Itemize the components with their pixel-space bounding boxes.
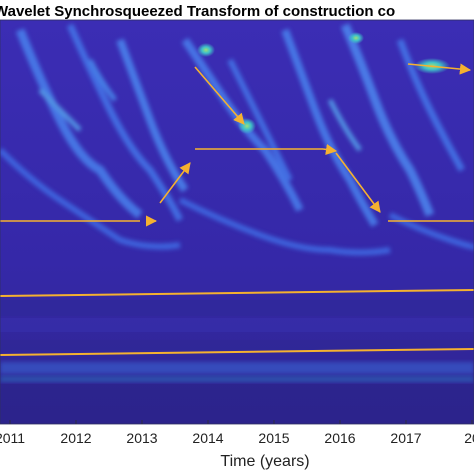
- trend-line-upper: [0, 289, 474, 297]
- fall-arrow: [335, 152, 381, 213]
- x-axis: 2011 2012 2013 2014 2015 2016 2017 20: [0, 420, 474, 446]
- chart-title: Wavelet Synchrosqueezed Transform of con…: [0, 3, 395, 20]
- x-tick-label: 2011: [0, 430, 25, 446]
- plot-background: [0, 20, 474, 424]
- plot-area: [0, 19, 474, 425]
- x-axis-label: Time (years): [220, 453, 309, 470]
- x-tick-label: 2017: [390, 430, 421, 446]
- ridge-line-top-tip: [322, 143, 338, 156]
- x-tick-label: 20: [464, 430, 474, 446]
- x-tick-label: 2016: [324, 430, 355, 446]
- low-frequency-bands: [0, 300, 474, 424]
- x-tick-label: 2012: [60, 430, 91, 446]
- right-arrow-top: [407, 63, 472, 75]
- annotation-layer: [0, 63, 474, 356]
- rise-arrow: [159, 162, 191, 204]
- x-tick-label: 2014: [192, 430, 223, 446]
- plot-frame: [0, 19, 474, 425]
- x-tick-label: 2013: [126, 430, 157, 446]
- diag-arrow-top: [194, 66, 245, 125]
- x-tick-label: 2015: [258, 430, 289, 446]
- trend-line-lower: [0, 348, 474, 356]
- ridge-pattern: [0, 23, 474, 256]
